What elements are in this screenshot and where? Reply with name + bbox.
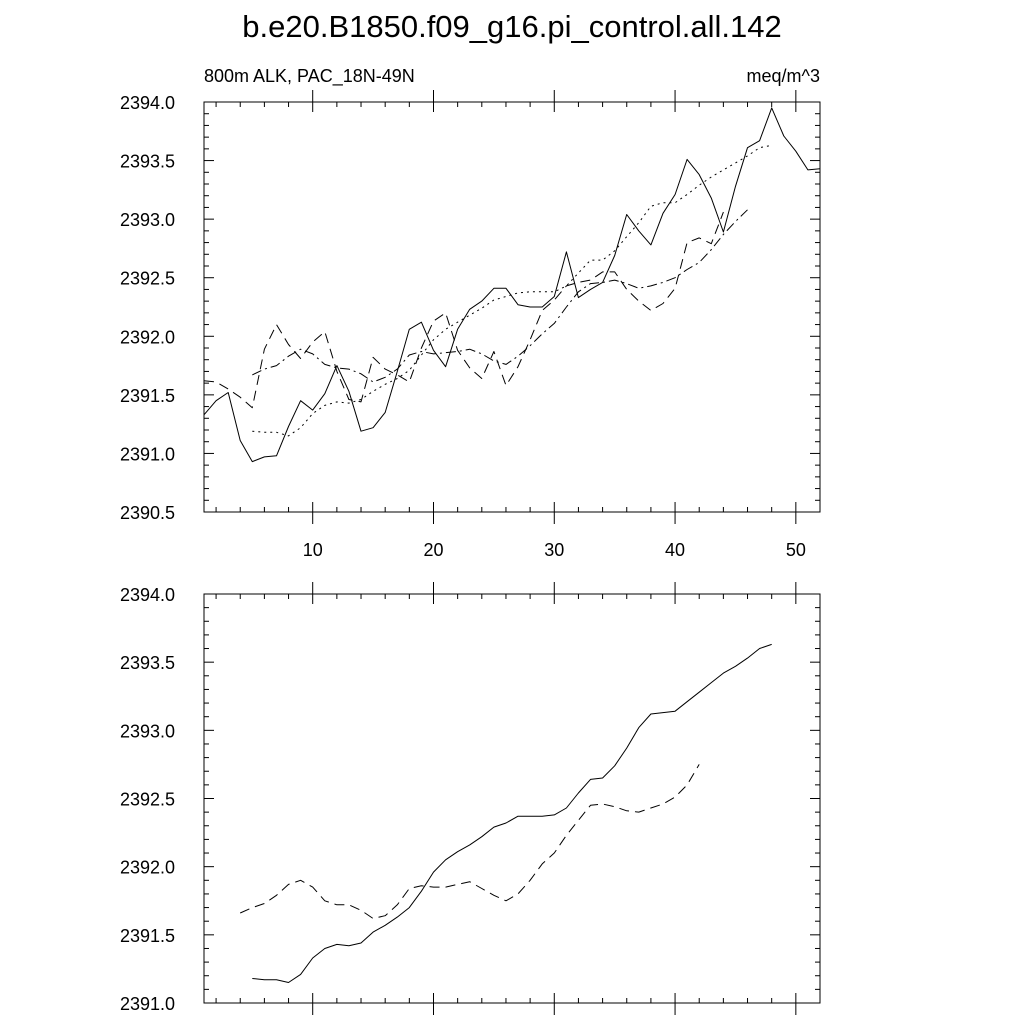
- top-panel: 10 20 30 40 50 2390.5 2391.0 2391.5 2392.0 2392.5…: [120, 90, 821, 560]
- top-y-tick-label: 2391.0: [120, 444, 175, 464]
- top-x-tick-label: 50: [786, 540, 806, 560]
- bottom-y-tick-label: 2391.0: [120, 994, 175, 1014]
- top-y-tick-label: 2393.5: [120, 152, 175, 172]
- bottom-y-tick-label: 2393.5: [120, 653, 175, 673]
- top-y-tick-label: 2393.0: [120, 210, 175, 230]
- top-y-tick-label: 2392.0: [120, 327, 175, 347]
- top-series-dotted-line: [252, 144, 772, 437]
- top-series-solid-line: [203, 107, 821, 463]
- top-panel-subtitle-right: meq/m^3: [747, 66, 820, 86]
- bottom-series-dashed-line: [239, 764, 700, 919]
- top-x-tick-label: 40: [665, 540, 685, 560]
- top-series-dash-dot-line: [252, 209, 748, 383]
- top-series-dashed-line: [203, 211, 724, 409]
- bottom-y-tick-label: 2393.0: [120, 721, 175, 741]
- top-plot-frame: [203, 101, 821, 513]
- top-y-tick-label: 2390.5: [120, 503, 175, 523]
- bottom-y-tick-label: 2391.5: [120, 926, 175, 946]
- top-y-tick-label: 2394.0: [120, 93, 175, 113]
- top-x-tick-label: 10: [303, 540, 323, 560]
- bottom-plot-frame: [203, 593, 821, 1004]
- bottom-y-tick-label: 2392.5: [120, 790, 175, 810]
- top-x-tick-label: 30: [544, 540, 564, 560]
- chart-title: b.e20.B1850.f09_g16.pi_control.all.142: [242, 9, 782, 44]
- bottom-y-tick-label: 2392.0: [120, 858, 175, 878]
- top-x-tick-label: 20: [423, 540, 443, 560]
- top-y-tick-label: 2392.5: [120, 269, 175, 289]
- bottom-series-solid-line: [252, 643, 772, 983]
- bottom-y-tick-label: 2394.0: [120, 585, 175, 605]
- bottom-panel: 2391.0 2391.5 2392.0 2392.5 2393.0 2393.5 2394…: [120, 582, 821, 1015]
- top-y-tick-label: 2391.5: [120, 386, 175, 406]
- top-panel-subtitle-left: 800m ALK, PAC_18N-49N: [204, 66, 415, 87]
